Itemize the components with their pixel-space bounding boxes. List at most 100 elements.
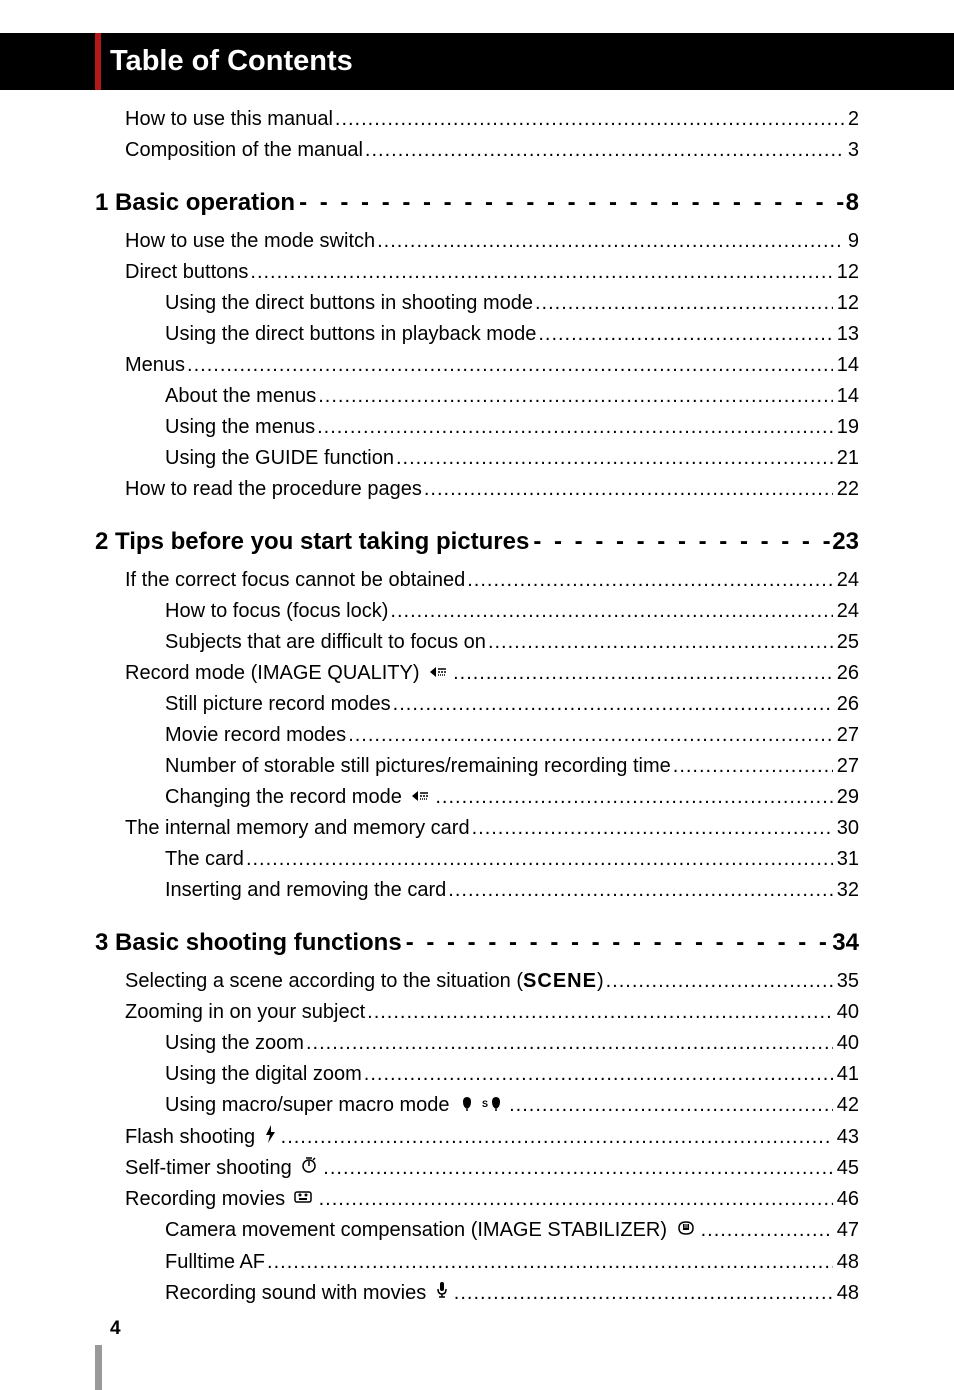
toc-section-leader: - - - - - - - - - - - - - - - - - - - - … xyxy=(402,929,833,957)
toc-leader: ........................................… xyxy=(452,1279,833,1308)
toc-leader: ........................................… xyxy=(304,1029,833,1058)
toc-content: How to use this manual..................… xyxy=(0,90,954,1325)
toc-entry[interactable]: Flash shooting .........................… xyxy=(95,1123,859,1152)
toc-entry-title: How to focus (focus lock) xyxy=(165,597,388,626)
toc-leader: ........................................… xyxy=(533,289,833,318)
toc-entry[interactable]: Using the direct buttons in shooting mod… xyxy=(95,289,859,318)
toc-leader: ........................................… xyxy=(507,1091,833,1120)
toc-entry[interactable]: Movie record modes......................… xyxy=(95,721,859,750)
toc-leader: ........................................… xyxy=(470,814,833,843)
toc-leader: ........................................… xyxy=(248,258,832,287)
toc-entry[interactable]: Record mode (IMAGE QUALITY) ............… xyxy=(95,659,859,688)
toc-section-page: 8 xyxy=(846,189,859,217)
toc-entry[interactable]: Fulltime AF.............................… xyxy=(95,1248,859,1277)
toc-entry-page: 31 xyxy=(833,845,859,874)
toc-entry[interactable]: Self-timer shooting ....................… xyxy=(95,1154,859,1183)
toc-entry[interactable]: Using the menus.........................… xyxy=(95,413,859,442)
toc-entry-title: How to read the procedure pages xyxy=(125,475,422,504)
toc-entry[interactable]: Composition of the manual...............… xyxy=(95,136,859,165)
quality-icon xyxy=(410,783,430,812)
toc-entry-title: Recording sound with movies xyxy=(165,1279,452,1308)
mic-icon xyxy=(435,1279,449,1308)
toc-entry-title: Flash shooting xyxy=(125,1123,279,1152)
toc-entry[interactable]: The card................................… xyxy=(95,845,859,874)
toc-entry[interactable]: How to read the procedure pages.........… xyxy=(95,475,859,504)
toc-entry-title: Movie record modes xyxy=(165,721,346,750)
toc-entry-page: 42 xyxy=(833,1091,859,1120)
toc-entry-page: 14 xyxy=(833,351,859,380)
toc-section-leader: - - - - - - - - - - - - - - - - - - - - … xyxy=(529,528,832,556)
toc-entry[interactable]: Using the GUIDE function................… xyxy=(95,444,859,473)
toc-entry-page: 22 xyxy=(833,475,859,504)
toc-entry-title: Subjects that are difficult to focus on xyxy=(165,628,486,657)
toc-entry[interactable]: Using the zoom..........................… xyxy=(95,1029,859,1058)
toc-entry[interactable]: Inserting and removing the card.........… xyxy=(95,876,859,905)
toc-entry[interactable]: Direct buttons..........................… xyxy=(95,258,859,287)
toc-entry-page: 29 xyxy=(833,783,859,812)
toc-entry-page: 12 xyxy=(833,258,859,287)
toc-leader: ........................................… xyxy=(394,444,833,473)
toc-entry-page: 47 xyxy=(833,1216,859,1245)
stabilizer-icon xyxy=(676,1217,696,1246)
toc-entry-page: 3 xyxy=(844,136,859,165)
toc-entry-title: Using the direct buttons in playback mod… xyxy=(165,320,536,349)
toc-entry-page: 13 xyxy=(833,320,859,349)
toc-entry-page: 30 xyxy=(833,814,859,843)
toc-entry[interactable]: Changing the record mode ...............… xyxy=(95,783,859,812)
toc-entry[interactable]: How to focus (focus lock)...............… xyxy=(95,597,859,626)
flash-icon xyxy=(264,1123,276,1152)
toc-entry[interactable]: Still picture record modes..............… xyxy=(95,690,859,719)
toc-entry[interactable]: Number of storable still pictures/remain… xyxy=(95,752,859,781)
toc-leader: ........................................… xyxy=(486,628,833,657)
toc-entry-page: 19 xyxy=(833,413,859,442)
toc-entry[interactable]: Recording movies .......................… xyxy=(95,1185,859,1214)
toc-entry[interactable]: Zooming in on your subject..............… xyxy=(95,998,859,1027)
toc-entry-title: The internal memory and memory card xyxy=(125,814,470,843)
toc-entry-title: Recording movies xyxy=(125,1185,317,1214)
toc-entry-title: Direct buttons xyxy=(125,258,248,287)
toc-entry[interactable]: Subjects that are difficult to focus on.… xyxy=(95,628,859,657)
toc-entry-title: Selecting a scene according to the situa… xyxy=(125,967,604,996)
toc-entry[interactable]: How to use the mode switch..............… xyxy=(95,227,859,256)
toc-entry-page: 46 xyxy=(833,1185,859,1214)
toc-entry[interactable]: The internal memory and memory card.....… xyxy=(95,814,859,843)
toc-entry-page: 40 xyxy=(833,1029,859,1058)
toc-entry[interactable]: How to use this manual..................… xyxy=(95,105,859,134)
toc-leader: ........................................… xyxy=(316,382,833,411)
toc-entry-page: 24 xyxy=(833,597,859,626)
toc-entry-page: 27 xyxy=(833,752,859,781)
toc-entry[interactable]: If the correct focus cannot be obtained.… xyxy=(95,566,859,595)
toc-leader: ........................................… xyxy=(279,1123,833,1152)
toc-entry[interactable]: Camera movement compensation (IMAGE STAB… xyxy=(95,1216,859,1245)
toc-entry-title: Number of storable still pictures/remain… xyxy=(165,752,671,781)
toc-leader: ........................................… xyxy=(375,227,844,256)
toc-section-header[interactable]: 1 Basic operation - - - - - - - - - - - … xyxy=(95,189,859,217)
toc-entry[interactable]: About the menus.........................… xyxy=(95,382,859,411)
toc-entry-page: 21 xyxy=(833,444,859,473)
toc-leader: ........................................… xyxy=(536,320,832,349)
toc-section-header[interactable]: 3 Basic shooting functions - - - - - - -… xyxy=(95,929,859,957)
toc-entry-title: Using the GUIDE function xyxy=(165,444,394,473)
toc-entry-title: Using the zoom xyxy=(165,1029,304,1058)
toc-leader: ........................................… xyxy=(465,566,833,595)
toc-leader: ........................................… xyxy=(244,845,833,874)
toc-leader: ........................................… xyxy=(185,351,833,380)
toc-entry-title: Changing the record mode xyxy=(165,783,433,812)
toc-entry-page: 35 xyxy=(833,967,859,996)
toc-entry-title: The card xyxy=(165,845,244,874)
page-title: Table of Contents xyxy=(110,45,934,78)
toc-leader: ........................................… xyxy=(321,1154,832,1183)
toc-leader: ........................................… xyxy=(433,783,832,812)
toc-section-header[interactable]: 2 Tips before you start taking pictures … xyxy=(95,528,859,556)
toc-entry-title: Using macro/super macro mode S xyxy=(165,1091,507,1120)
toc-leader: ........................................… xyxy=(265,1248,833,1277)
toc-entry[interactable]: Using macro/super macro mode S..........… xyxy=(95,1091,859,1120)
toc-entry[interactable]: Selecting a scene according to the situa… xyxy=(95,967,859,996)
toc-entry[interactable]: Menus...................................… xyxy=(95,351,859,380)
toc-section-page: 23 xyxy=(832,528,859,556)
toc-entry[interactable]: Using the digital zoom..................… xyxy=(95,1060,859,1089)
toc-entry[interactable]: Recording sound with movies ............… xyxy=(95,1279,859,1308)
toc-entry-title: How to use this manual xyxy=(125,105,333,134)
toc-entry-page: 12 xyxy=(833,289,859,318)
toc-entry[interactable]: Using the direct buttons in playback mod… xyxy=(95,320,859,349)
